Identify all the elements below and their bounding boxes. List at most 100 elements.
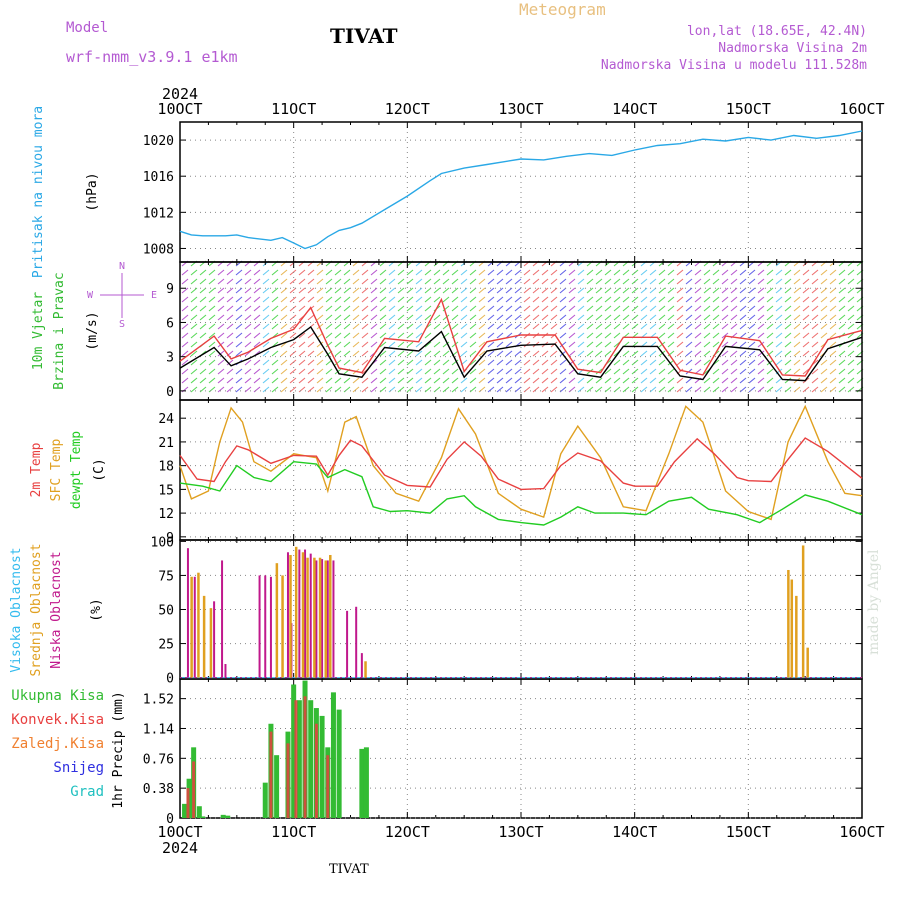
wind-barb xyxy=(469,377,477,384)
mid-cloud-bar xyxy=(306,557,309,678)
wind-barb xyxy=(262,287,270,294)
wind-barb xyxy=(415,377,423,384)
wind-barb xyxy=(325,368,333,375)
wind-barb xyxy=(514,350,522,357)
wind-barb xyxy=(685,278,693,285)
wind-barb xyxy=(613,386,621,393)
wind-barb xyxy=(595,305,603,312)
wind-barb xyxy=(325,278,333,285)
wind-barb xyxy=(424,359,432,366)
wind-barb xyxy=(496,332,504,339)
wind-barb xyxy=(478,314,486,321)
low-cloud-bar xyxy=(355,606,358,678)
wind-barb xyxy=(406,341,414,348)
low-cloud-bar xyxy=(332,560,335,678)
wind-barb xyxy=(802,278,810,285)
convective-precip-bar xyxy=(326,755,330,818)
wind-barb xyxy=(307,278,315,285)
wind-barb xyxy=(460,377,468,384)
wind-barb xyxy=(568,269,576,276)
wind-barb xyxy=(685,386,693,393)
wind-barb xyxy=(757,377,765,384)
total-precip-bar xyxy=(296,700,302,818)
wind-barb xyxy=(442,323,450,330)
wind-barb xyxy=(757,314,765,321)
wind-barb xyxy=(469,314,477,321)
wind-barb xyxy=(424,314,432,321)
wind-barb xyxy=(298,305,306,312)
wind-barb xyxy=(487,287,495,294)
wind-barb xyxy=(406,359,414,366)
wind-barb xyxy=(694,350,702,357)
wind-barb xyxy=(784,323,792,330)
wind-barb xyxy=(685,377,693,384)
wind-barb xyxy=(361,323,369,330)
wind-barb xyxy=(541,296,549,303)
wind-barb xyxy=(667,341,675,348)
wind-barb xyxy=(730,305,738,312)
wind-barb xyxy=(316,269,324,276)
wind-barb xyxy=(271,287,279,294)
wind-barb xyxy=(667,332,675,339)
wind-barb xyxy=(487,296,495,303)
wind-barb xyxy=(217,359,225,366)
x-tick-label-top: 16OCT xyxy=(839,100,884,118)
wind-barb xyxy=(361,269,369,276)
wind-barb xyxy=(721,350,729,357)
wind-barb xyxy=(352,296,360,303)
wind-barb xyxy=(442,377,450,384)
wind-barb xyxy=(757,332,765,339)
wind-barb xyxy=(766,377,774,384)
wind-barb xyxy=(838,368,846,375)
wind-barb xyxy=(604,332,612,339)
wind-barb xyxy=(757,386,765,393)
wind-barb xyxy=(388,287,396,294)
wind-barb xyxy=(262,332,270,339)
wind-barb xyxy=(550,323,558,330)
wind-barb xyxy=(712,278,720,285)
wind-barb xyxy=(613,377,621,384)
wind-barb xyxy=(712,323,720,330)
wind-barb xyxy=(388,350,396,357)
mid-cloud-bar xyxy=(289,554,292,678)
total-precip-bar xyxy=(225,815,231,818)
wind-barb xyxy=(217,278,225,285)
wind-barb xyxy=(190,305,198,312)
wind-barb xyxy=(244,359,252,366)
wind-barb xyxy=(226,377,234,384)
wind-barb xyxy=(415,359,423,366)
low-cloud-bar xyxy=(221,560,224,678)
wind-barb xyxy=(613,287,621,294)
wind-barb xyxy=(820,368,828,375)
wind-barb xyxy=(541,359,549,366)
wind-barb xyxy=(586,350,594,357)
wind-barb xyxy=(235,368,243,375)
wind-barb xyxy=(676,269,684,276)
wind-barb xyxy=(505,341,513,348)
wind-barb xyxy=(379,269,387,276)
wind-barb xyxy=(838,323,846,330)
wind-barb xyxy=(451,377,459,384)
wind-ylabel: 10m Vjetar xyxy=(31,292,46,370)
wind-barb xyxy=(343,296,351,303)
convective-precip-bar xyxy=(314,723,318,818)
wind-barb xyxy=(424,350,432,357)
wind-barb xyxy=(226,296,234,303)
wind-barb xyxy=(739,287,747,294)
wind-barb xyxy=(784,278,792,285)
wind-barb xyxy=(415,386,423,393)
wind-barb xyxy=(541,368,549,375)
sfc-temp-ylabel: SFC Temp xyxy=(49,439,64,502)
wind-barb xyxy=(370,368,378,375)
wind-barb xyxy=(469,278,477,285)
wind-barb xyxy=(379,305,387,312)
wind-barb xyxy=(253,368,261,375)
wind-barb xyxy=(361,287,369,294)
wind-barb xyxy=(649,305,657,312)
wind-barb xyxy=(217,269,225,276)
wind-barb xyxy=(658,314,666,321)
wind-barb xyxy=(694,359,702,366)
model-elevation: Nadmorska Visina u modelu 111.528m xyxy=(600,58,867,73)
wind-barb xyxy=(748,305,756,312)
wind-barb xyxy=(847,368,855,375)
